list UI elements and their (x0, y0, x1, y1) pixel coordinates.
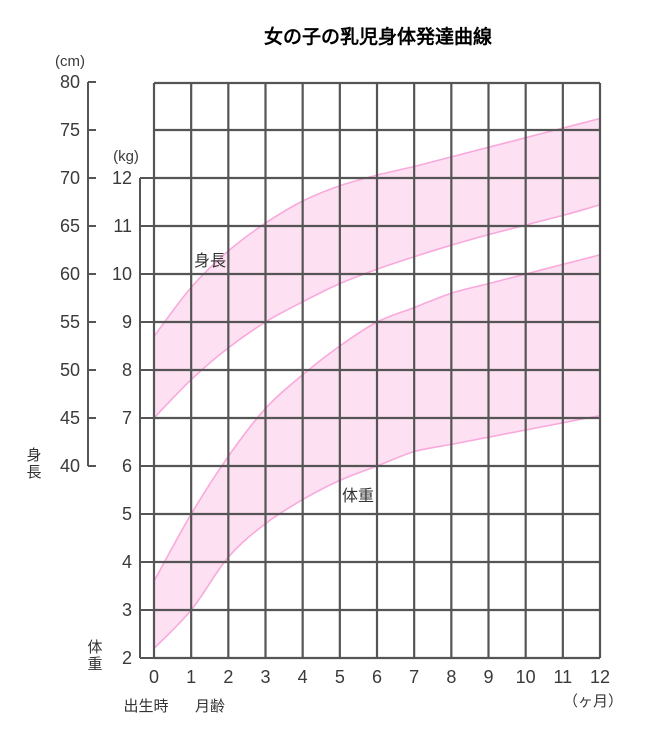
height-tick-label: 65 (60, 216, 80, 236)
weight-tick-label: 11 (113, 216, 132, 236)
x-sublabel-birth: 出生時 (123, 697, 168, 715)
height-tick-label: 70 (60, 168, 80, 188)
weight-tick-label: 9 (122, 312, 132, 332)
x-unit-label: （ヶ月） (563, 693, 623, 710)
x-tick-label: 7 (409, 667, 419, 687)
grid-lines (152, 81, 602, 660)
svg-text:体重: 体重 (87, 638, 102, 673)
height-tick-label: 45 (60, 408, 80, 428)
svg-text:身長: 身長 (26, 446, 41, 481)
series-label-weight: 体重 (342, 486, 374, 505)
height-tick-label: 60 (60, 264, 80, 284)
weight-tick-label: 3 (122, 600, 132, 620)
weight-tick-label: 2 (122, 648, 132, 668)
x-tick-label: 10 (516, 667, 536, 687)
x-tick-label: 12 (590, 667, 610, 687)
height-tick-label: 50 (60, 360, 80, 380)
height-unit-label: (cm) (55, 53, 85, 70)
x-tick-label: 4 (298, 667, 308, 687)
weight-tick-label: 12 (112, 168, 132, 188)
x-tick-label: 6 (372, 667, 382, 687)
weight-tick-label: 7 (122, 408, 132, 428)
weight-unit-label: (kg) (113, 148, 139, 165)
x-tick-label: 9 (483, 667, 493, 687)
height-tick-label: 40 (60, 456, 80, 476)
height-axis-title: 身長 (26, 446, 41, 481)
x-sublabel-age: 月齢 (195, 697, 225, 715)
weight-axis-title: 体重 (87, 638, 102, 673)
height-tick-label: 80 (60, 72, 80, 92)
x-tick-label: 2 (223, 667, 233, 687)
x-tick-label: 0 (149, 667, 159, 687)
height-tick-label: 55 (60, 312, 80, 332)
x-tick-label: 11 (553, 667, 572, 687)
weight-tick-label: 4 (122, 552, 132, 572)
x-tick-label: 5 (335, 667, 345, 687)
x-tick-label: 3 (260, 667, 270, 687)
x-tick-label: 8 (446, 667, 456, 687)
weight-tick-label: 5 (122, 504, 132, 524)
weight-tick-label: 10 (112, 264, 132, 284)
weight-tick-label: 6 (122, 456, 132, 476)
series-label-height: 身長 (194, 251, 226, 270)
x-tick-label: 1 (186, 667, 196, 687)
height-tick-label: 75 (60, 120, 80, 140)
chart-title: 女の子の乳児身体発達曲線 (264, 25, 492, 48)
weight-tick-label: 8 (122, 360, 132, 380)
